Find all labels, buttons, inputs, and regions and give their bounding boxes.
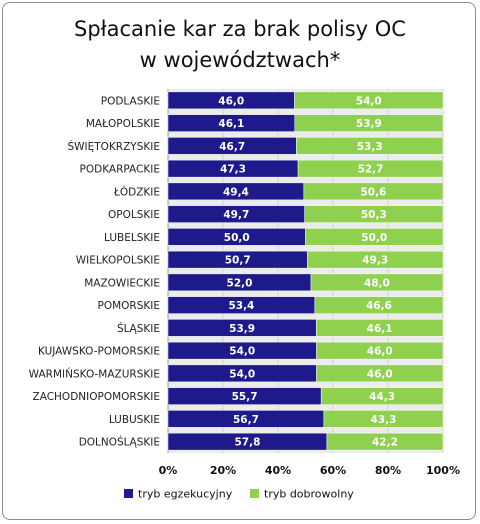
data-label: 53,4: [228, 300, 254, 312]
category-label: WIELKOPOLSKIE: [76, 255, 160, 267]
data-label: 46,0: [367, 346, 393, 358]
data-label: 52,7: [358, 164, 384, 176]
x-tick-label: 100%: [426, 464, 460, 477]
bar-segment-2: [315, 319, 444, 337]
legend-label-1: tryb egzekucyjny: [138, 488, 233, 501]
data-label: 46,7: [219, 141, 245, 153]
data-label: 50,0: [361, 232, 387, 244]
data-label: 46,0: [367, 368, 393, 380]
category-label: LUBUSKIE: [109, 414, 160, 426]
chart-title-line-1: Spłacanie kar za brak polisy OC: [74, 17, 406, 41]
category-label: LUBELSKIE: [104, 232, 160, 244]
data-label: 50,7: [225, 255, 251, 267]
category-label: MAZOWIECKIE: [84, 277, 160, 289]
data-label: 54,0: [356, 95, 382, 107]
bar-segment-2: [305, 228, 444, 246]
x-tick-label: 60%: [320, 464, 346, 477]
data-label: 55,7: [232, 391, 258, 403]
x-tick-label: 20%: [210, 464, 236, 477]
bar-segment-2: [326, 432, 444, 451]
bar-segment-2: [297, 159, 444, 178]
data-label: 46,0: [218, 95, 244, 107]
chart-title-line-2: w województwach*: [139, 48, 341, 72]
data-label: 49,7: [223, 209, 249, 221]
category-label: ŚWIĘTOKRZYSKIE: [67, 140, 160, 153]
x-tick-label: 0%: [159, 464, 178, 477]
x-tick-label: 80%: [375, 464, 401, 477]
data-label: 44,3: [369, 391, 395, 403]
data-label: 50,0: [224, 232, 250, 244]
legend-swatch-2: [250, 489, 259, 498]
bar-segment-2: [303, 182, 444, 201]
category-label: OPOLSKIE: [108, 209, 160, 221]
data-label: 46,1: [367, 323, 393, 335]
x-tick-label: 40%: [265, 464, 291, 477]
category-label: ZACHODNIOPOMORSKIE: [33, 391, 160, 403]
bar-segment-2: [294, 91, 444, 110]
bar-segment-2: [323, 410, 444, 428]
bar-segment-2: [310, 273, 444, 292]
category-label: PODKARPACKIE: [80, 164, 160, 176]
chart-title: Spłacanie kar za brak polisy OC w wojewó…: [0, 14, 480, 76]
bar-segment-2: [316, 364, 444, 383]
data-label: 56,7: [233, 414, 259, 426]
category-label: MAŁOPOLSKIE: [86, 118, 160, 130]
bar-segment-2: [296, 137, 444, 155]
data-label: 43,3: [371, 414, 397, 426]
category-label: DOLNOŚLĄSKIE: [79, 436, 160, 449]
legend-label-2: tryb dobrowolny: [264, 488, 354, 501]
data-label: 50,3: [361, 209, 387, 221]
bar-segment-2: [316, 341, 444, 360]
data-label: 49,4: [223, 186, 249, 198]
data-label: 48,0: [364, 277, 390, 289]
category-label: ŁÓDZKIE: [113, 185, 160, 198]
category-label: KUJAWSKO-POMORSKIE: [38, 346, 160, 358]
data-label: 53,3: [357, 141, 383, 153]
data-label: 52,0: [227, 277, 253, 289]
data-label: 49,3: [362, 255, 388, 267]
bar-segment-2: [307, 250, 444, 269]
data-label: 47,3: [220, 164, 246, 176]
category-label: ŚLĄSKIE: [117, 322, 160, 335]
legend-swatch-1: [124, 489, 133, 498]
bar-segment-2: [320, 387, 444, 405]
data-label: 53,9: [356, 118, 382, 130]
bar-segment-2: [314, 296, 444, 314]
data-label: 54,0: [229, 346, 255, 358]
category-label: WARMIŃSKO-MAZURSKIE: [29, 367, 160, 380]
data-label: 57,8: [235, 437, 261, 449]
data-label: 46,1: [218, 118, 244, 130]
data-label: 53,9: [229, 323, 255, 335]
data-label: 54,0: [229, 368, 255, 380]
category-label: POMORSKIE: [98, 300, 161, 312]
data-label: 46,6: [366, 300, 392, 312]
data-label: 50,6: [360, 186, 386, 198]
bar-segment-2: [294, 114, 444, 132]
data-label: 42,2: [372, 437, 398, 449]
category-label: PODLASKIE: [101, 95, 160, 107]
bar-segment-2: [304, 205, 444, 223]
